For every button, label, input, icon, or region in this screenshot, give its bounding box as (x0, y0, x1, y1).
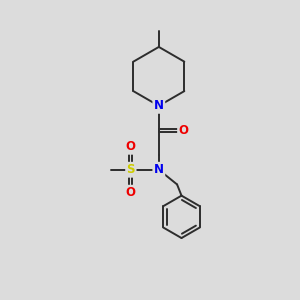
Text: O: O (126, 140, 136, 153)
Text: N: N (154, 99, 164, 112)
Text: N: N (154, 163, 164, 176)
Text: S: S (127, 163, 135, 176)
Text: O: O (178, 124, 189, 137)
Text: O: O (126, 186, 136, 199)
